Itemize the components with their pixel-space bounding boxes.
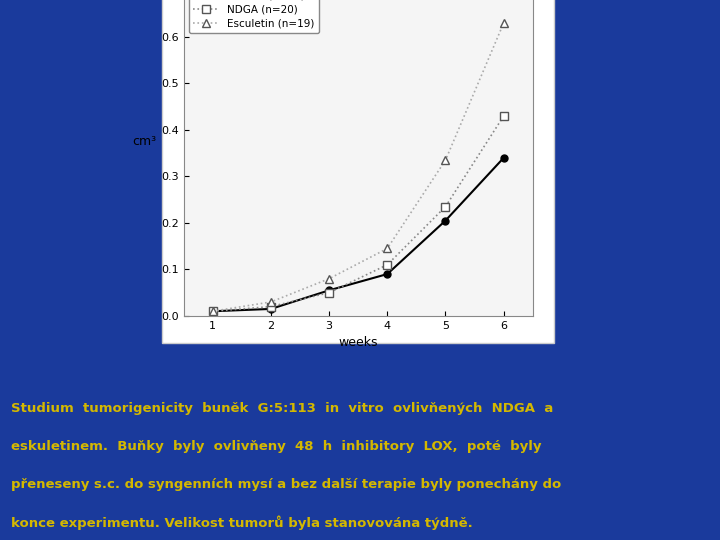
- NDGA (n=20): [266, 303, 275, 310]
- Control (n=20): [383, 271, 392, 277]
- Esculetin (n=19): [325, 275, 333, 282]
- Esculetin (n=19): [383, 245, 392, 252]
- Text: eskuletinem.  Buňky  byly  ovlivňeny  48  h  inhibitory  LOX,  poté  byly: eskuletinem. Buňky byly ovlivňeny 48 h i…: [11, 440, 541, 453]
- Esculetin (n=19): [441, 157, 450, 164]
- Text: konce experimentu. Velikost tumorů byla stanovována týdně.: konce experimentu. Velikost tumorů byla …: [11, 516, 472, 530]
- Line: NDGA (n=20): NDGA (n=20): [209, 112, 508, 315]
- X-axis label: weeks: weeks: [338, 336, 378, 349]
- Line: Esculetin (n=19): Esculetin (n=19): [209, 19, 508, 315]
- NDGA (n=20): [441, 204, 450, 210]
- Esculetin (n=19): [266, 299, 275, 305]
- Y-axis label: cm³: cm³: [132, 136, 156, 148]
- Esculetin (n=19): [500, 19, 508, 26]
- Esculetin (n=19): [208, 308, 217, 314]
- Control (n=20): [208, 308, 217, 314]
- Line: Control (n=20): Control (n=20): [210, 154, 507, 315]
- Control (n=20): [500, 154, 508, 161]
- Control (n=20): [266, 306, 275, 312]
- Control (n=20): [441, 217, 450, 224]
- NDGA (n=20): [208, 308, 217, 314]
- Text: přeneseny s.c. do syngenních mysí a bez další terapie byly ponechány do: přeneseny s.c. do syngenních mysí a bez …: [11, 478, 561, 491]
- Control (n=20): [325, 287, 333, 294]
- NDGA (n=20): [383, 261, 392, 268]
- NDGA (n=20): [325, 289, 333, 296]
- Text: Studium  tumorigenicity  buněk  G:5:113  in  vitro  ovlivňených  NDGA  a: Studium tumorigenicity buněk G:5:113 in …: [11, 402, 553, 415]
- Legend: Control (n=20), NDGA (n=20), Esculetin (n=19): Control (n=20), NDGA (n=20), Esculetin (…: [189, 0, 319, 33]
- NDGA (n=20): [500, 113, 508, 119]
